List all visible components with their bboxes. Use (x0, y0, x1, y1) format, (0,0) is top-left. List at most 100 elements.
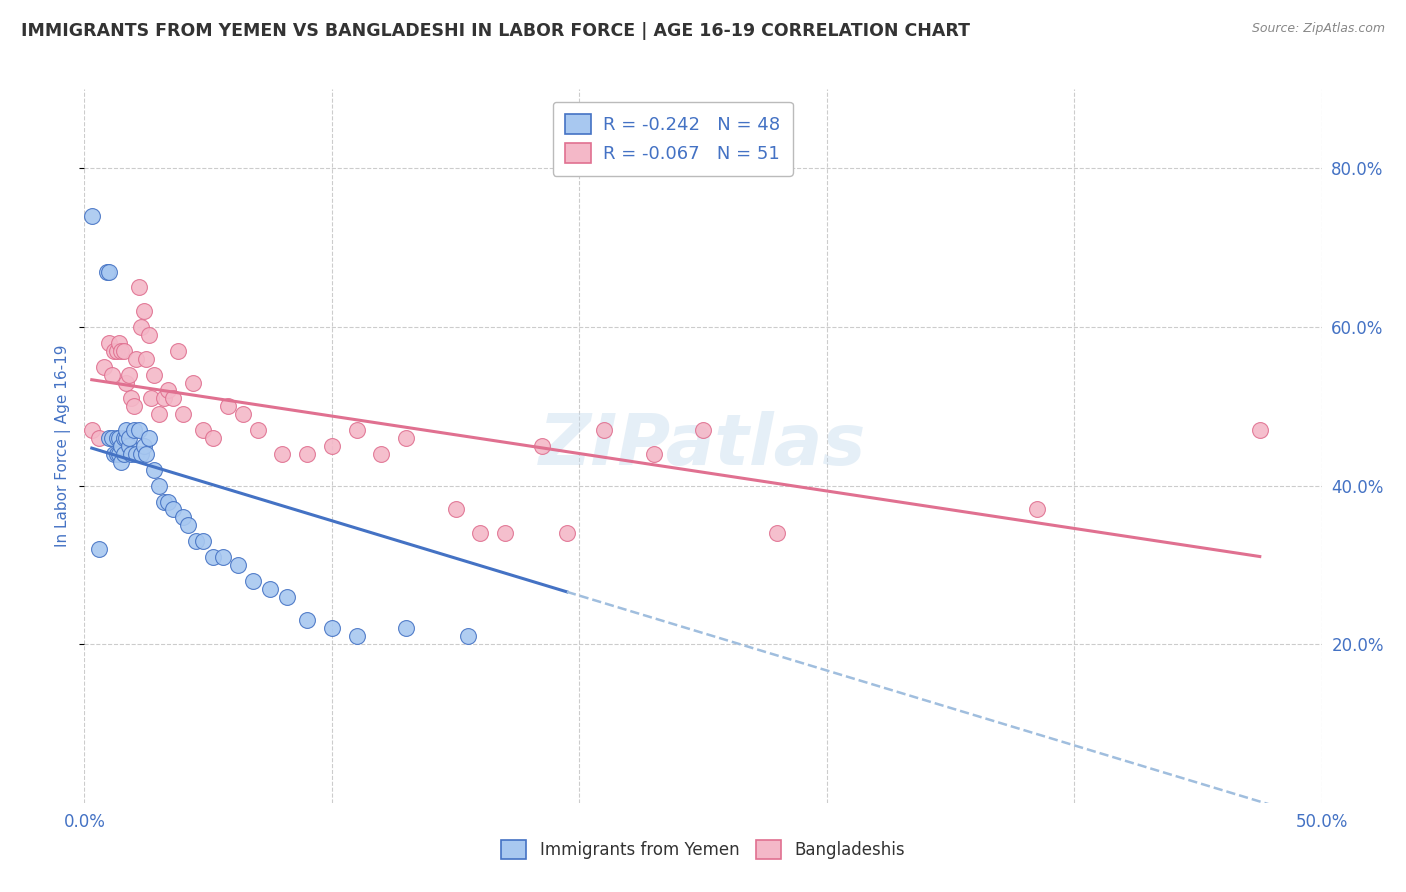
Point (93, 359, 115, 374)
Point (120, 392, 142, 406)
Point (1249, 423, 1271, 437)
Point (162, 392, 184, 406)
Point (80, 423, 103, 437)
Point (110, 343, 132, 358)
Point (118, 439, 141, 453)
Point (89, 431, 111, 445)
Y-axis label: In Labor Force | Age 16-19: In Labor Force | Age 16-19 (55, 344, 72, 548)
Point (242, 574, 264, 588)
Point (103, 447, 125, 461)
Point (142, 463, 165, 477)
Point (110, 455, 132, 469)
Point (105, 447, 128, 461)
Point (98, 335, 121, 350)
Point (246, 423, 269, 437)
Point (138, 328, 160, 343)
Point (118, 368, 141, 382)
Point (395, 431, 418, 445)
Point (135, 351, 157, 366)
Point (321, 439, 343, 453)
Point (232, 407, 254, 421)
Point (181, 376, 204, 390)
Point (259, 582, 281, 596)
Point (593, 423, 616, 437)
Point (98, 431, 121, 445)
Point (295, 447, 318, 461)
Point (112, 431, 135, 445)
Point (129, 320, 152, 334)
Point (100, 431, 122, 445)
Point (103, 343, 125, 358)
Point (108, 335, 131, 350)
Point (226, 558, 249, 572)
Point (141, 392, 163, 406)
Point (370, 447, 392, 461)
Point (162, 502, 184, 516)
Point (132, 439, 155, 453)
Text: ZIPatlas: ZIPatlas (540, 411, 866, 481)
Point (191, 423, 214, 437)
Point (148, 478, 170, 492)
Point (470, 526, 492, 541)
Point (112, 447, 135, 461)
Point (276, 590, 298, 604)
Point (132, 304, 155, 318)
Point (115, 431, 138, 445)
Point (643, 447, 665, 461)
Point (98, 264, 121, 278)
Point (122, 423, 145, 437)
Point (177, 518, 200, 533)
Point (457, 629, 479, 643)
Point (555, 526, 578, 541)
Point (128, 280, 150, 294)
Point (118, 431, 141, 445)
Point (115, 376, 138, 390)
Point (212, 549, 235, 564)
Point (217, 400, 239, 414)
Point (152, 494, 174, 508)
Text: IMMIGRANTS FROM YEMEN VS BANGLADESHI IN LABOR FORCE | AGE 16-19 CORRELATION CHAR: IMMIGRANTS FROM YEMEN VS BANGLADESHI IN … (21, 22, 970, 40)
Point (157, 494, 180, 508)
Point (89, 542, 111, 557)
Point (80, 209, 103, 223)
Point (105, 431, 128, 445)
Point (346, 423, 368, 437)
Text: Source: ZipAtlas.com: Source: ZipAtlas.com (1251, 22, 1385, 36)
Point (191, 534, 214, 549)
Point (295, 614, 318, 628)
Point (108, 447, 131, 461)
Point (148, 407, 170, 421)
Point (494, 526, 516, 541)
Point (105, 343, 128, 358)
Point (1026, 502, 1049, 516)
Point (142, 368, 165, 382)
Legend: Immigrants from Yemen, Bangladeshis: Immigrants from Yemen, Bangladeshis (495, 834, 911, 866)
Point (112, 343, 135, 358)
Point (395, 621, 418, 635)
Point (766, 526, 789, 541)
Point (444, 502, 467, 516)
Point (531, 439, 554, 453)
Point (321, 621, 343, 635)
Point (138, 431, 160, 445)
Point (172, 407, 194, 421)
Point (692, 423, 714, 437)
Point (346, 629, 368, 643)
Point (184, 534, 207, 549)
Point (96, 264, 118, 278)
Point (271, 447, 294, 461)
Point (202, 431, 225, 445)
Point (108, 431, 131, 445)
Point (202, 549, 225, 564)
Point (167, 343, 190, 358)
Point (115, 423, 138, 437)
Point (135, 447, 157, 461)
Point (125, 447, 148, 461)
Point (100, 368, 122, 382)
Point (152, 392, 174, 406)
Point (172, 510, 194, 524)
Point (157, 384, 180, 398)
Point (122, 400, 145, 414)
Point (110, 439, 132, 453)
Point (555, 121, 578, 136)
